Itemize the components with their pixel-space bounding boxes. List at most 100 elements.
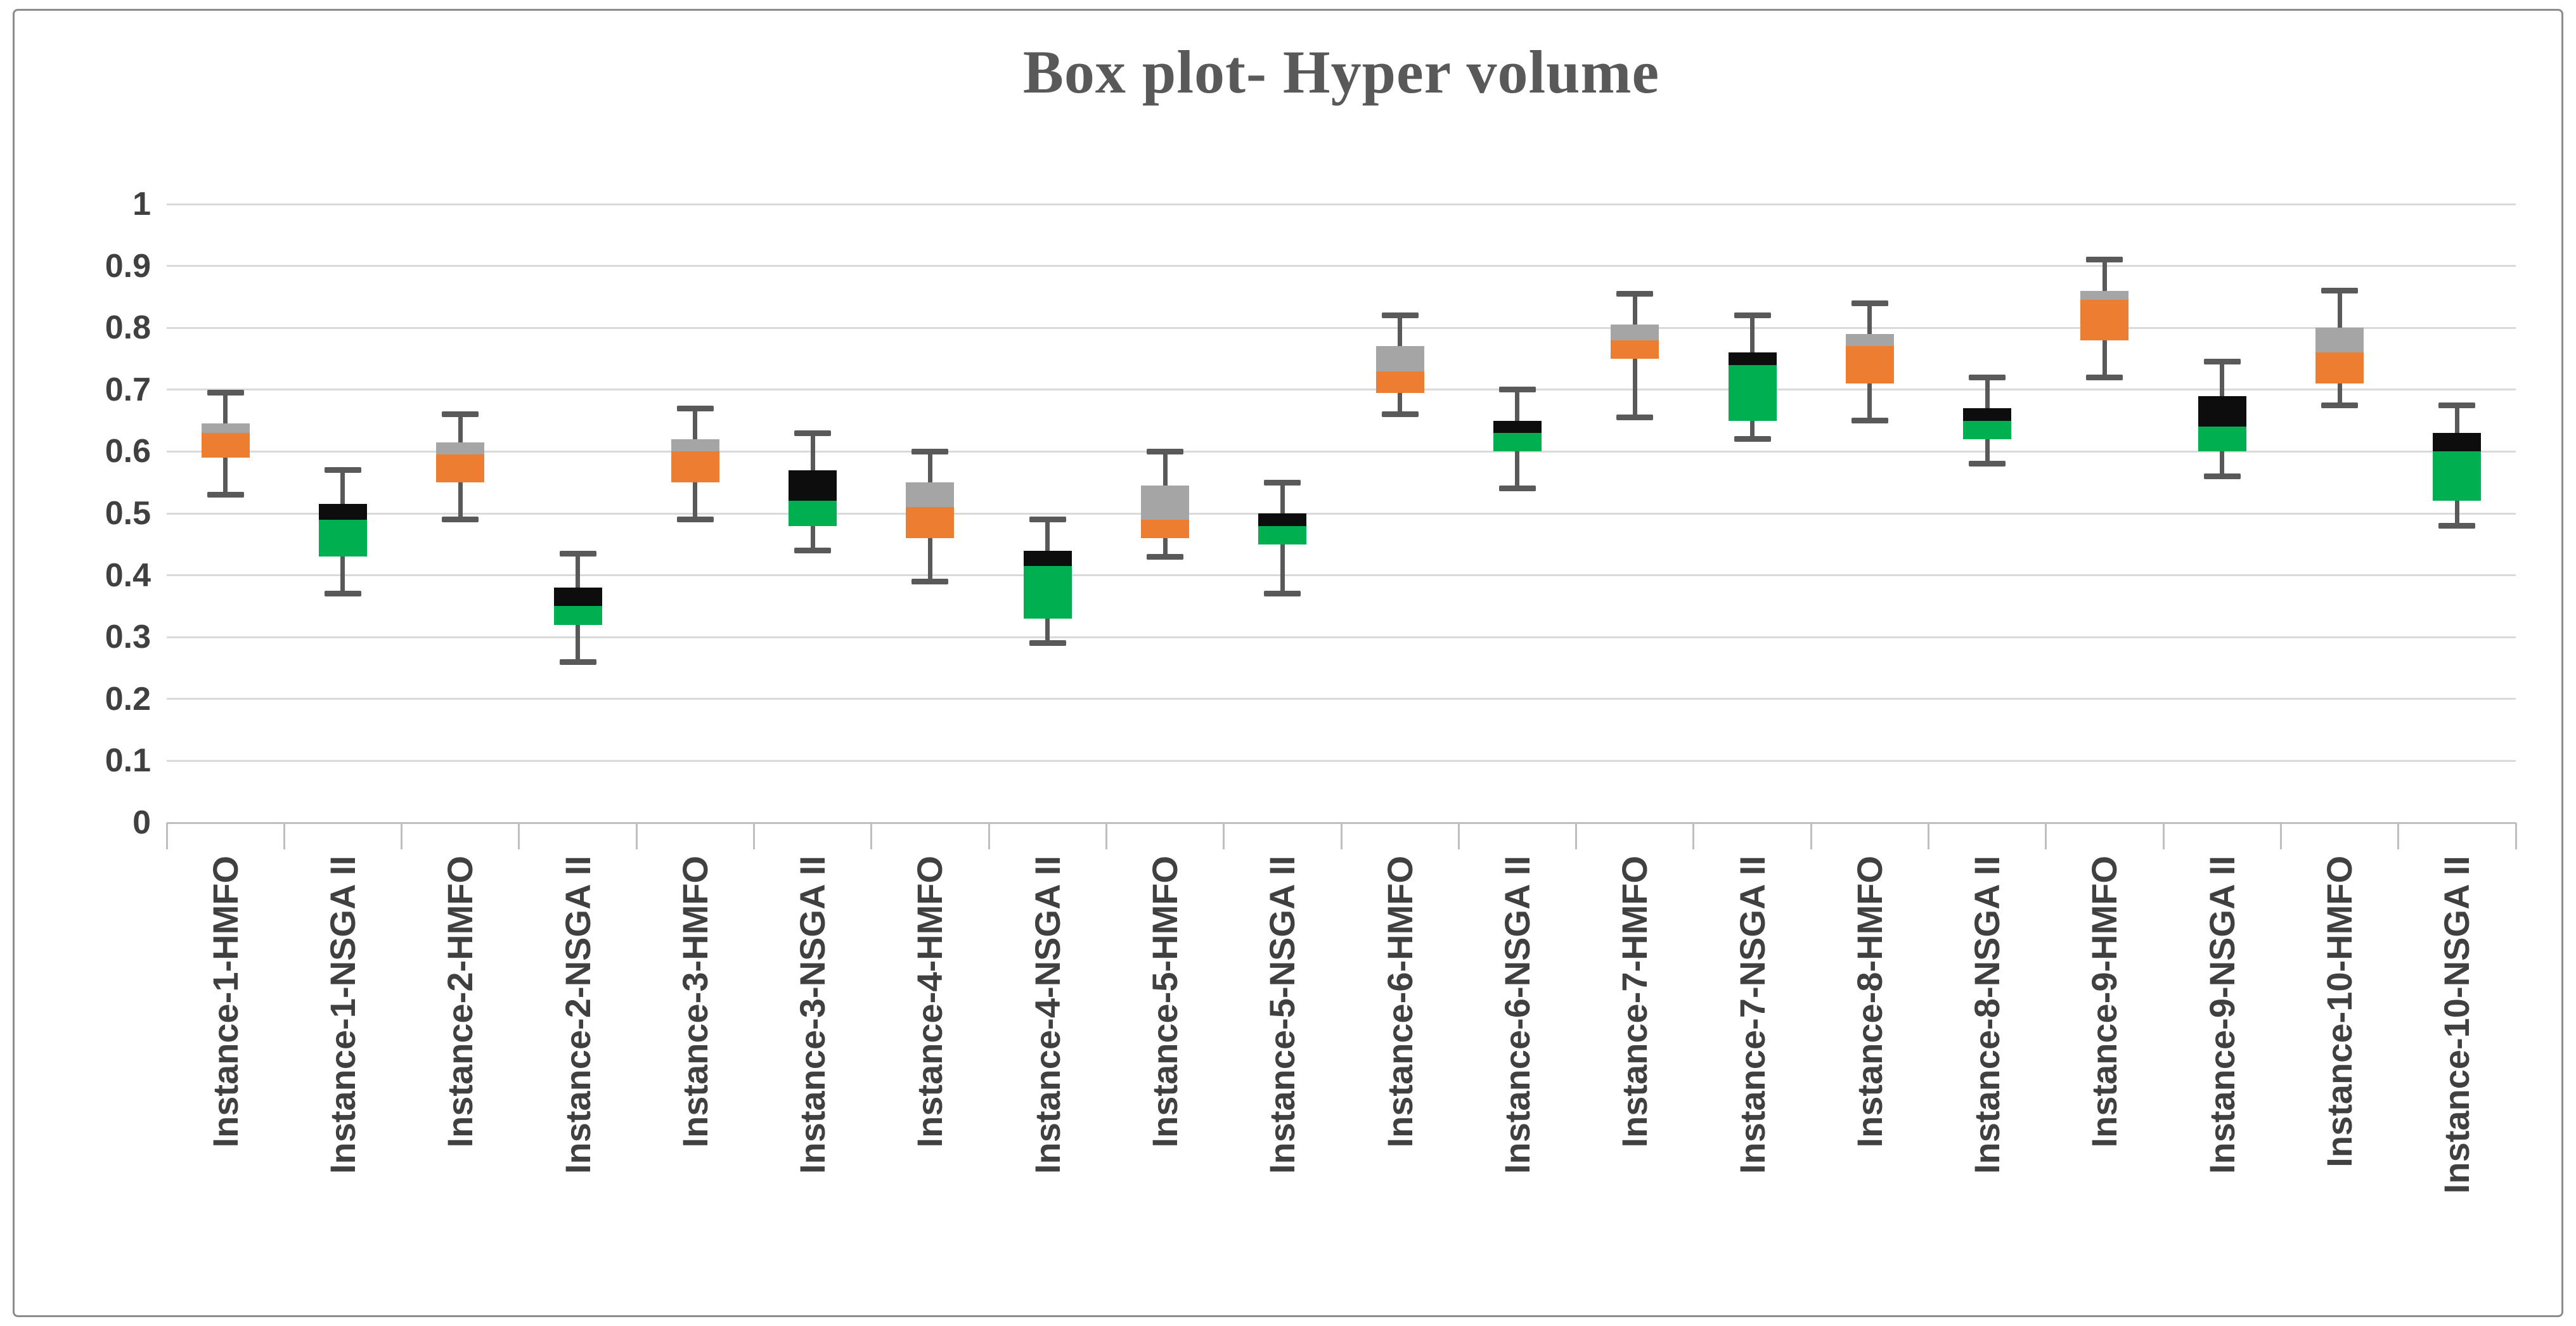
whisker-cap-top	[2438, 402, 2476, 408]
x-axis-tick	[1692, 823, 1695, 849]
y-axis-tick-label: 0.5	[105, 495, 151, 532]
x-axis-category-label: Instance-8-NSGA II	[1967, 856, 2007, 1175]
x-axis-tick	[1810, 823, 1812, 849]
box-upper-segment	[1375, 346, 1424, 371]
whisker-cap-top	[324, 467, 361, 473]
whisker-cap-top	[676, 405, 714, 411]
box-lower-segment	[906, 507, 955, 539]
whisker-cap-top	[442, 411, 479, 418]
whisker-cap-bottom	[911, 578, 949, 584]
x-axis-category-label: Instance-6-HMFO	[1379, 856, 1420, 1148]
y-axis-tick-label: 0.9	[105, 247, 151, 285]
x-axis-tick	[1928, 823, 1929, 849]
whisker-cap-top	[2203, 359, 2241, 365]
box-lower-segment	[789, 501, 837, 526]
whisker-cap-top	[1851, 300, 1888, 306]
box-upper-segment	[1258, 513, 1307, 526]
box-upper-segment	[1963, 408, 2012, 421]
box-upper-segment	[1611, 325, 1659, 340]
x-axis-category-label: Instance-7-HMFO	[1614, 856, 1655, 1148]
whisker-cap-top	[1734, 312, 1771, 319]
x-axis-category-label: Instance-1-NSGA II	[322, 856, 363, 1175]
x-axis-category-label: Instance-7-NSGA II	[1732, 856, 1772, 1175]
box-lower-segment	[671, 451, 719, 483]
whisker-cap-top	[1381, 312, 1419, 319]
x-axis-tick	[283, 823, 285, 849]
gridline	[167, 389, 2516, 391]
y-axis-tick-label: 0.2	[105, 680, 151, 718]
x-axis-category-label: Instance-5-NSGA II	[1262, 856, 1303, 1175]
whisker-cap-bottom	[1734, 436, 1771, 442]
whisker-cap-bottom	[2321, 402, 2359, 408]
y-axis-tick-label: 0.4	[105, 557, 151, 594]
gridline	[167, 265, 2516, 267]
x-axis-category-label: Instance-4-NSGA II	[1027, 856, 1067, 1175]
x-axis-tick	[1457, 823, 1460, 849]
chart-frame	[13, 9, 2563, 1317]
whisker-cap-bottom	[2086, 374, 2123, 380]
whisker-cap-top	[1616, 291, 1654, 297]
x-axis-category-label: Instance-1-HMFO	[205, 856, 245, 1148]
x-axis-category-label: Instance-4-HMFO	[910, 856, 950, 1148]
box-upper-segment	[318, 504, 367, 520]
box-lower-segment	[1728, 364, 1777, 421]
x-axis-tick	[518, 823, 520, 849]
whisker-cap-top	[2086, 257, 2123, 263]
x-axis-category-label: Instance-3-HMFO	[674, 856, 715, 1148]
x-axis-tick	[753, 823, 755, 849]
x-axis-tick	[2279, 823, 2282, 849]
x-axis-category-label: Instance-3-NSGA II	[792, 856, 833, 1175]
x-axis-tick	[1575, 823, 1578, 849]
whisker-cap-bottom	[324, 591, 361, 597]
box-lower-segment	[1023, 565, 1072, 619]
box-lower-segment	[2315, 352, 2364, 384]
box-lower-segment	[1258, 525, 1307, 544]
x-axis-tick	[2397, 823, 2400, 849]
gridline	[167, 636, 2516, 638]
box-lower-segment	[1375, 371, 1424, 393]
box-upper-segment	[1845, 333, 1894, 347]
x-axis-tick	[1105, 823, 1107, 849]
x-axis-tick	[1340, 823, 1343, 849]
whisker-cap-bottom	[559, 659, 596, 665]
x-axis-category-label: Instance-9-NSGA II	[2201, 856, 2242, 1175]
whisker-cap-top	[1498, 387, 1536, 393]
whisker-cap-bottom	[794, 548, 832, 554]
whisker-cap-bottom	[1851, 418, 1888, 424]
whisker-cap-bottom	[1616, 415, 1654, 421]
gridline	[167, 698, 2516, 700]
x-axis-category-label: Instance-2-HMFO	[440, 856, 480, 1148]
whisker-cap-bottom	[2203, 473, 2241, 479]
whisker-cap-top	[2321, 288, 2359, 294]
gridline	[167, 326, 2516, 329]
gridline	[167, 512, 2516, 515]
box-upper-segment	[671, 439, 719, 452]
whisker-cap-bottom	[1264, 591, 1301, 597]
x-axis-tick	[165, 823, 168, 849]
whisker-cap-bottom	[1381, 411, 1419, 418]
x-axis-category-label: Instance-5-HMFO	[1145, 856, 1185, 1148]
whisker-cap-top	[911, 448, 949, 454]
x-axis-tick	[2162, 823, 2165, 849]
whisker-cap-bottom	[442, 517, 479, 523]
box-upper-segment	[1141, 486, 1190, 520]
x-axis-category-label: Instance-2-NSGA II	[557, 856, 598, 1175]
x-axis-tick	[2045, 823, 2047, 849]
box-upper-segment	[2080, 290, 2129, 300]
y-axis-tick-label: 0.1	[105, 742, 151, 780]
y-axis-tick-label: 0.8	[105, 309, 151, 347]
box-lower-segment	[436, 454, 485, 483]
box-upper-segment	[789, 470, 837, 501]
x-axis-tick	[401, 823, 403, 849]
box-lower-segment	[2198, 427, 2246, 452]
whisker-cap-top	[1969, 374, 2006, 380]
x-axis-category-label: Instance-10-NSGA II	[2437, 856, 2477, 1194]
gridline	[167, 203, 2516, 205]
x-axis-category-label: Instance-10-HMFO	[2319, 856, 2360, 1168]
box-lower-segment	[1611, 340, 1659, 359]
box-upper-segment	[906, 482, 955, 508]
box-lower-segment	[1493, 433, 1542, 452]
whisker-cap-bottom	[207, 492, 244, 498]
box-lower-segment	[318, 519, 367, 557]
whisker-cap-bottom	[1969, 461, 2006, 467]
